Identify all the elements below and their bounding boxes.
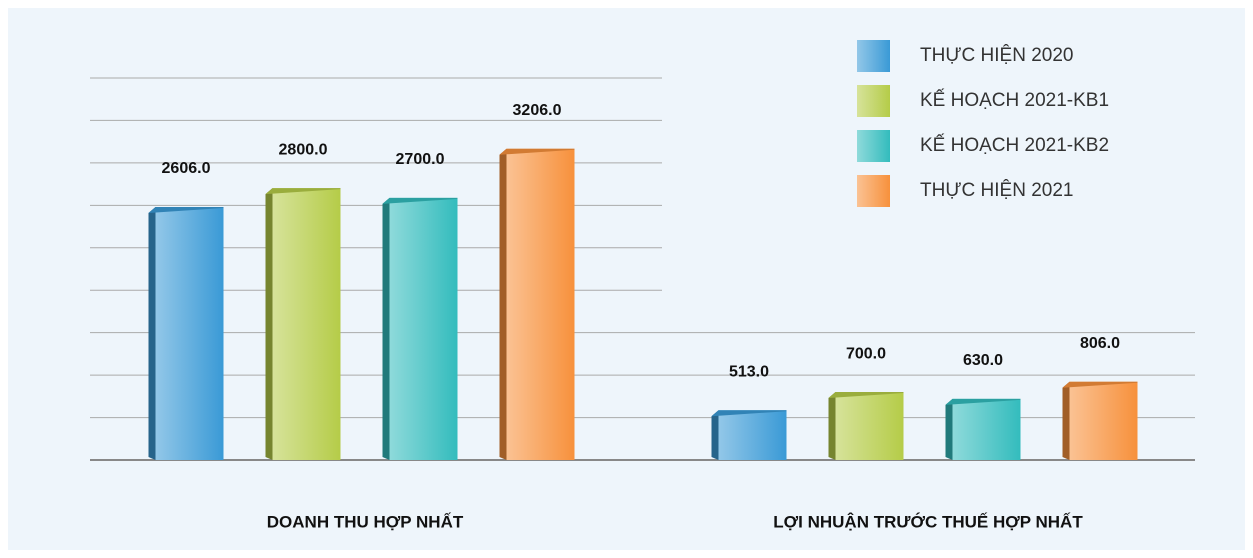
legend-label: KẾ HOẠCH 2021-KB1 [920, 89, 1109, 111]
bar-shade [1069, 381, 1138, 460]
value-label: 630.0 [963, 352, 1003, 369]
bar-shade [272, 188, 341, 460]
value-label: 2606.0 [162, 160, 211, 177]
bar-shade [389, 197, 458, 460]
bar-shade [506, 148, 575, 460]
bar-side [1062, 381, 1070, 460]
value-label: 3206.0 [513, 102, 562, 119]
value-label: 2700.0 [396, 151, 445, 168]
bar-top [265, 188, 341, 195]
legend-label: THỰC HIỆN 2021 [920, 179, 1074, 201]
bar-side [148, 207, 156, 460]
bar-top [945, 398, 1021, 405]
bar-side [382, 197, 390, 460]
legend-swatch-shade [857, 130, 890, 162]
bar-shade [835, 392, 904, 460]
value-label: 2800.0 [279, 141, 328, 158]
x-tick-label: DOANH THU HỢP NHẤT [267, 512, 464, 531]
legend-label: KẾ HOẠCH 2021-KB2 [920, 134, 1109, 156]
x-tick-label: LỢI NHUẬN TRƯỚC THUẾ HỢP NHẤT [773, 512, 1083, 531]
bar-side [828, 392, 836, 460]
value-label: 700.0 [846, 345, 886, 362]
bar-top [711, 410, 787, 417]
legend-swatch-shade [857, 40, 890, 72]
legend-swatch-shade [857, 85, 890, 117]
bar-top [382, 197, 458, 204]
bar-top [499, 148, 575, 155]
bar-side [711, 410, 719, 460]
bar-side [945, 398, 953, 460]
value-label: 513.0 [729, 363, 769, 380]
value-label: 806.0 [1080, 335, 1120, 352]
bar-shade [155, 207, 224, 460]
bar-top [828, 392, 904, 399]
bar-top [1062, 381, 1138, 388]
bar-shade [718, 410, 787, 460]
bar-shade [952, 398, 1021, 460]
bar-top [148, 207, 224, 214]
bar-side [499, 148, 507, 460]
legend-swatch-shade [857, 175, 890, 207]
bar-side [265, 188, 273, 460]
legend-label: THỰC HIỆN 2020 [920, 44, 1074, 66]
